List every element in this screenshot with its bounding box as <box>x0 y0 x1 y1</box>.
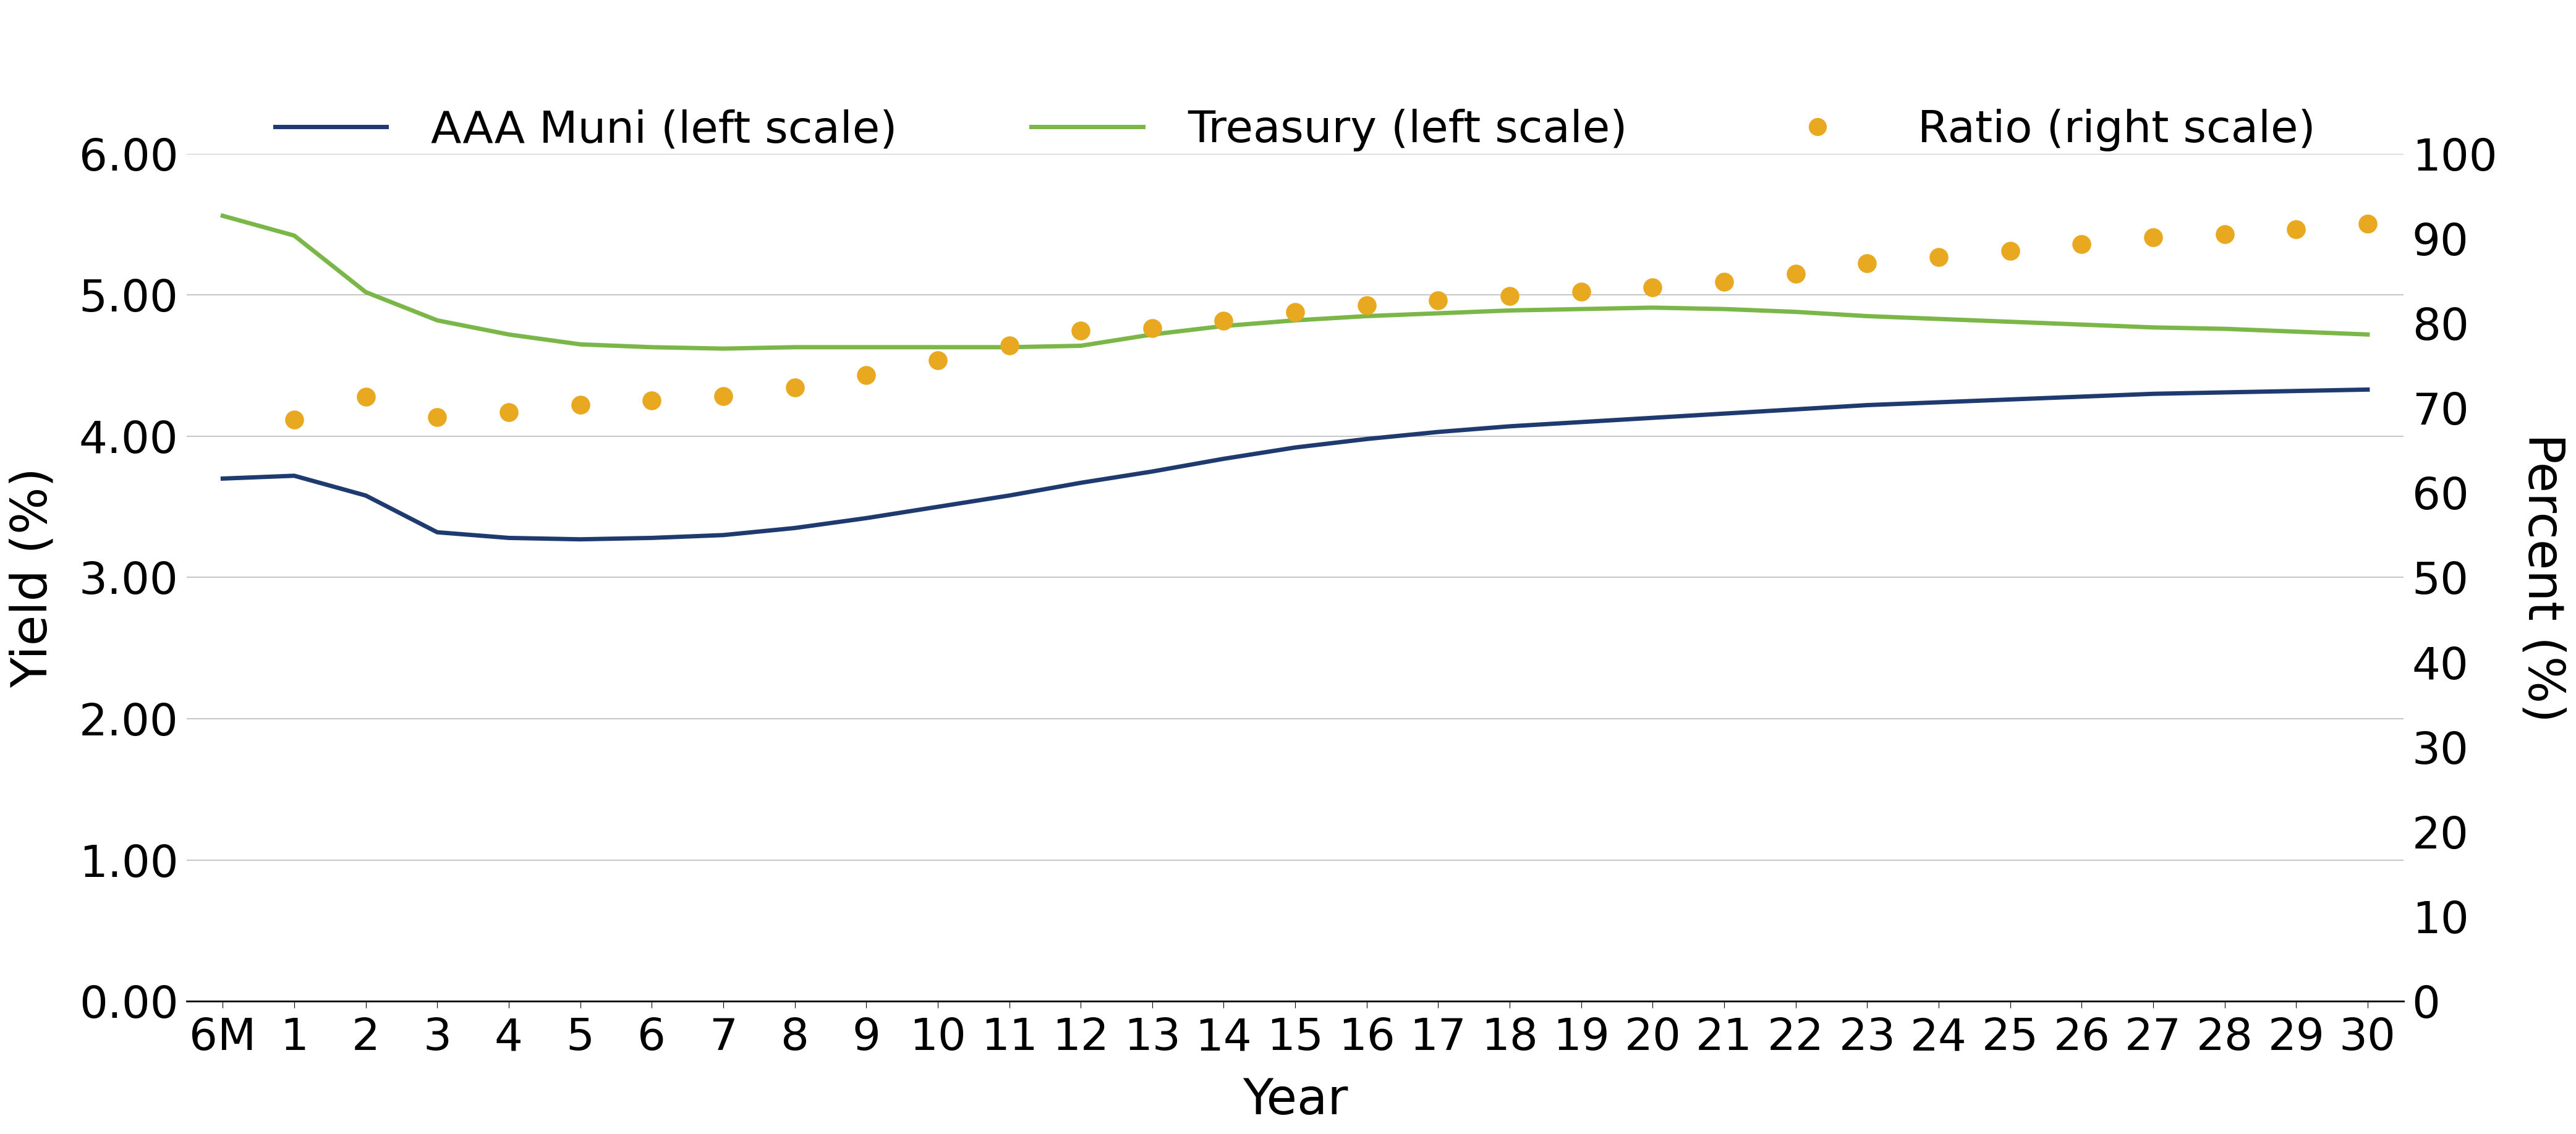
Point <box>775 379 817 397</box>
Legend: AAA Muni (left scale), Treasury (left scale), Ratio (right scale): AAA Muni (left scale), Treasury (left sc… <box>258 91 2334 170</box>
X-axis label: Year: Year <box>1242 1076 1347 1125</box>
Point <box>2061 235 2102 253</box>
Point <box>1489 287 1530 305</box>
Point <box>917 352 958 370</box>
Point <box>1347 296 1388 314</box>
Point <box>1561 282 1602 301</box>
Point <box>1417 291 1458 310</box>
Point <box>559 396 600 414</box>
Y-axis label: Yield (%): Yield (%) <box>10 467 57 687</box>
Point <box>1847 254 1888 272</box>
Point <box>1275 303 1316 321</box>
Point <box>417 408 459 426</box>
Point <box>989 336 1030 354</box>
Point <box>1775 265 1816 284</box>
Point <box>631 391 672 409</box>
Point <box>1061 322 1103 340</box>
Point <box>2133 228 2174 246</box>
Point <box>1989 242 2030 260</box>
Point <box>1919 248 1960 266</box>
Point <box>2205 226 2246 244</box>
Point <box>2347 215 2388 234</box>
Point <box>345 388 386 406</box>
Point <box>1203 312 1244 330</box>
Point <box>1703 272 1744 290</box>
Point <box>273 411 314 429</box>
Y-axis label: Percent (%): Percent (%) <box>2519 433 2566 722</box>
Point <box>703 387 744 405</box>
Point <box>2275 220 2316 238</box>
Point <box>1633 279 1674 297</box>
Point <box>845 366 886 384</box>
Point <box>1131 319 1172 337</box>
Point <box>487 403 528 421</box>
